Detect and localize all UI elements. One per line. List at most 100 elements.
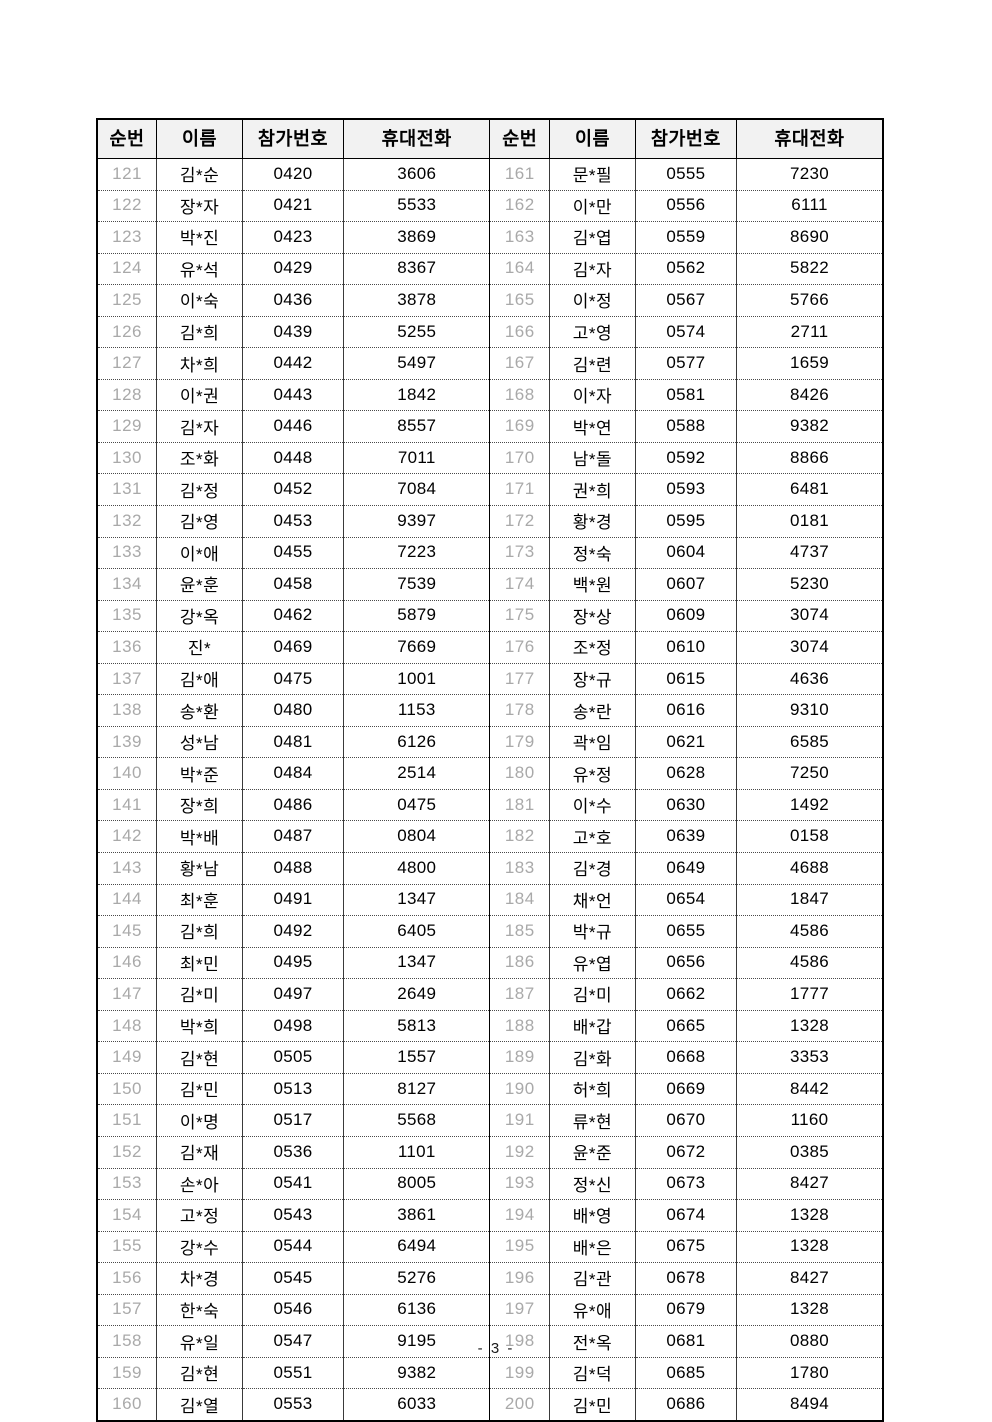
cell-participant-number: 0480 (242, 694, 344, 727)
cell-name: 최*훈 (156, 884, 243, 917)
table-row: 132 김*영 0453 9397 172 황*경 0595 0181 (97, 505, 883, 538)
cell-name: 김*재 (156, 1136, 243, 1169)
cell-sequence: 131 (97, 473, 158, 507)
table-row: 121 김*순 0420 3606 161 문*필 0555 7230 (97, 158, 883, 191)
cell-sequence: 143 (97, 852, 158, 885)
table-row: 124 유*석 0429 8367 164 김*자 0562 5822 (97, 253, 883, 286)
cell-participant-number: 0604 (635, 537, 737, 570)
cell-sequence: 181 (489, 789, 551, 822)
cell-name: 박*희 (156, 1010, 243, 1043)
column-header-phone-left: 휴대전화 (343, 119, 491, 159)
cell-name: 이*만 (549, 190, 636, 223)
cell-phone: 7539 (343, 568, 491, 601)
cell-sequence: 191 (489, 1104, 551, 1137)
cell-name: 장*희 (156, 789, 243, 822)
cell-phone: 7223 (343, 537, 491, 570)
cell-name: 김*엽 (549, 221, 636, 254)
cell-phone: 4636 (736, 663, 883, 696)
cell-phone: 6136 (343, 1294, 491, 1327)
cell-name: 성*남 (156, 726, 243, 759)
cell-name: 장*규 (549, 663, 636, 696)
page-number-footer: - 3 - (477, 1340, 515, 1357)
cell-sequence: 147 (97, 978, 158, 1011)
cell-phone: 8367 (343, 253, 491, 286)
table-row: 158 유*일 0547 9195 198 전*옥 0681 0880 (97, 1325, 883, 1358)
cell-participant-number: 0656 (635, 947, 737, 980)
cell-name: 한*숙 (156, 1294, 243, 1327)
cell-participant-number: 0505 (242, 1041, 344, 1074)
cell-participant-number: 0628 (635, 757, 737, 790)
cell-sequence: 195 (489, 1231, 551, 1264)
cell-name: 고*호 (549, 820, 636, 854)
cell-sequence: 159 (97, 1357, 158, 1390)
cell-name: 유*엽 (549, 947, 636, 980)
cell-phone: 3878 (343, 284, 491, 317)
cell-name: 최*민 (156, 947, 243, 980)
cell-sequence: 152 (97, 1136, 158, 1169)
cell-sequence: 130 (97, 442, 158, 475)
cell-phone: 5813 (343, 1010, 491, 1043)
table-row: 141 장*희 0486 0475 181 이*수 0630 1492 (97, 789, 883, 822)
cell-name: 송*란 (549, 694, 636, 727)
cell-participant-number: 0448 (242, 442, 344, 475)
cell-sequence: 155 (97, 1231, 158, 1264)
cell-name: 김*영 (156, 505, 243, 538)
cell-phone: 0158 (736, 820, 883, 854)
cell-name: 김*련 (549, 347, 636, 380)
cell-participant-number: 0498 (242, 1010, 344, 1043)
table-row: 133 이*애 0455 7223 173 정*숙 0604 4737 (97, 537, 883, 570)
cell-participant-number: 0592 (635, 442, 737, 475)
table-row: 140 박*준 0484 2514 180 유*정 0628 7250 (97, 757, 883, 790)
cell-phone: 1780 (736, 1357, 883, 1390)
cell-name: 황*남 (156, 852, 243, 885)
cell-sequence: 173 (489, 537, 551, 570)
cell-sequence: 169 (489, 410, 551, 443)
cell-name: 강*옥 (156, 600, 243, 633)
cell-participant-number: 0674 (635, 1199, 737, 1232)
cell-sequence: 164 (489, 253, 551, 286)
cell-name: 유*석 (156, 253, 243, 286)
cell-name: 손*아 (156, 1168, 243, 1201)
table-row: 156 차*경 0545 5276 196 김*관 0678 8427 (97, 1262, 883, 1295)
cell-name: 고*정 (156, 1199, 243, 1232)
cell-participant-number: 0517 (242, 1104, 344, 1137)
cell-phone: 3606 (343, 158, 491, 191)
cell-participant-number: 0547 (242, 1325, 344, 1358)
cell-participant-number: 0567 (635, 284, 737, 317)
cell-name: 차*희 (156, 347, 243, 380)
cell-phone: 5276 (343, 1262, 491, 1295)
table-row: 127 차*희 0442 5497 167 김*련 0577 1659 (97, 347, 883, 380)
table-row: 145 김*희 0492 6405 185 박*규 0655 4586 (97, 915, 883, 948)
cell-phone: 5255 (343, 316, 491, 349)
cell-participant-number: 0488 (242, 852, 344, 885)
cell-phone: 8427 (736, 1168, 883, 1201)
cell-name: 김*희 (156, 915, 243, 948)
cell-name: 전*옥 (549, 1325, 636, 1358)
cell-sequence: 189 (489, 1041, 551, 1074)
cell-phone: 1492 (736, 789, 883, 822)
cell-sequence: 187 (489, 978, 551, 1011)
cell-participant-number: 0616 (635, 694, 737, 727)
cell-phone: 2649 (343, 978, 491, 1011)
cell-participant-number: 0484 (242, 757, 344, 790)
cell-participant-number: 0679 (635, 1294, 737, 1327)
column-header-name-right: 이름 (549, 119, 636, 159)
column-header-phone-right: 휴대전화 (736, 119, 883, 159)
cell-sequence: 199 (489, 1357, 551, 1390)
cell-participant-number: 0462 (242, 600, 344, 633)
cell-sequence: 123 (97, 221, 158, 254)
column-header-seq-right: 순번 (489, 119, 551, 159)
cell-name: 김*화 (549, 1041, 636, 1074)
cell-sequence: 133 (97, 537, 158, 570)
cell-name: 박*규 (549, 915, 636, 948)
cell-sequence: 153 (97, 1168, 158, 1201)
cell-phone: 1659 (736, 347, 883, 380)
cell-name: 김*애 (156, 663, 243, 696)
cell-name: 유*애 (549, 1294, 636, 1327)
table-row: 160 김*열 0553 6033 200 김*민 0686 8494 (97, 1388, 883, 1421)
cell-sequence: 162 (489, 190, 551, 223)
cell-name: 김*민 (156, 1073, 243, 1106)
column-header-seq-left: 순번 (97, 119, 158, 159)
cell-phone: 3869 (343, 221, 491, 254)
cell-sequence: 148 (97, 1010, 158, 1043)
